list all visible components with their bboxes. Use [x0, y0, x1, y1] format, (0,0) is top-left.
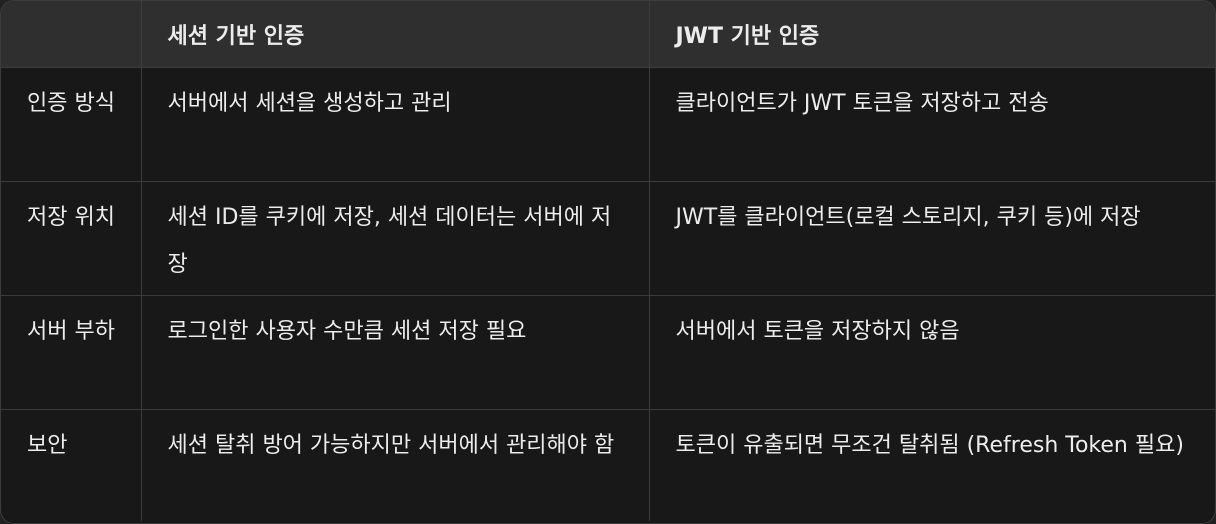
table-header-row: 세션 기반 인증 JWT 기반 인증 — [1, 1, 1215, 68]
row-label: 저장 위치 — [27, 204, 115, 230]
row-label-cell: 인증 방식 — [1, 67, 142, 182]
jwt-text: JWT를 클라이언트(로컬 스토리지, 쿠키 등)에 저장 — [675, 204, 1141, 230]
session-text: 세션 탈취 방어 가능하지만 서버에서 관리해야 함 — [167, 432, 615, 458]
header-cell-jwt: JWT 기반 인증 — [649, 1, 1215, 68]
row-label-cell: 보안 — [1, 409, 142, 521]
table-row: 저장 위치 세션 ID를 쿠키에 저장, 세션 데이터는 서버에 저장 JWT를… — [1, 181, 1215, 296]
jwt-cell: 토큰이 유출되면 무조건 탈취됨 (Refresh Token 필요) — [649, 409, 1215, 521]
jwt-cell: 클라이언트가 JWT 토큰을 저장하고 전송 — [649, 67, 1215, 182]
table-row: 서버 부하 로그인한 사용자 수만큼 세션 저장 필요 서버에서 토큰을 저장하… — [1, 295, 1215, 410]
row-label-cell: 서버 부하 — [1, 295, 142, 410]
row-label: 보안 — [27, 432, 68, 458]
jwt-text: 토큰이 유출되면 무조건 탈취됨 (Refresh Token 필요) — [675, 432, 1184, 458]
header-cell-empty — [1, 1, 142, 68]
row-label-cell: 저장 위치 — [1, 181, 142, 296]
jwt-cell: 서버에서 토큰을 저장하지 않음 — [649, 295, 1215, 410]
session-text: 로그인한 사용자 수만큼 세션 저장 필요 — [167, 318, 527, 344]
session-cell: 세션 탈취 방어 가능하지만 서버에서 관리해야 함 — [141, 409, 650, 521]
jwt-text: 서버에서 토큰을 저장하지 않음 — [675, 318, 960, 344]
session-cell: 세션 ID를 쿠키에 저장, 세션 데이터는 서버에 저장 — [141, 181, 650, 296]
table-row: 보안 세션 탈취 방어 가능하지만 서버에서 관리해야 함 토큰이 유출되면 무… — [1, 409, 1215, 521]
jwt-cell: JWT를 클라이언트(로컬 스토리지, 쿠키 등)에 저장 — [649, 181, 1215, 296]
session-cell: 서버에서 세션을 생성하고 관리 — [141, 67, 650, 182]
session-text: 서버에서 세션을 생성하고 관리 — [167, 90, 452, 116]
row-label: 인증 방식 — [27, 90, 115, 116]
row-label: 서버 부하 — [27, 318, 115, 344]
jwt-text: 클라이언트가 JWT 토큰을 저장하고 전송 — [675, 90, 1049, 116]
session-cell: 로그인한 사용자 수만큼 세션 저장 필요 — [141, 295, 650, 410]
session-text: 세션 ID를 쿠키에 저장, 세션 데이터는 서버에 저장 — [167, 204, 612, 277]
header-cell-session: 세션 기반 인증 — [141, 1, 650, 68]
table-row: 인증 방식 서버에서 세션을 생성하고 관리 클라이언트가 JWT 토큰을 저장… — [1, 67, 1215, 182]
